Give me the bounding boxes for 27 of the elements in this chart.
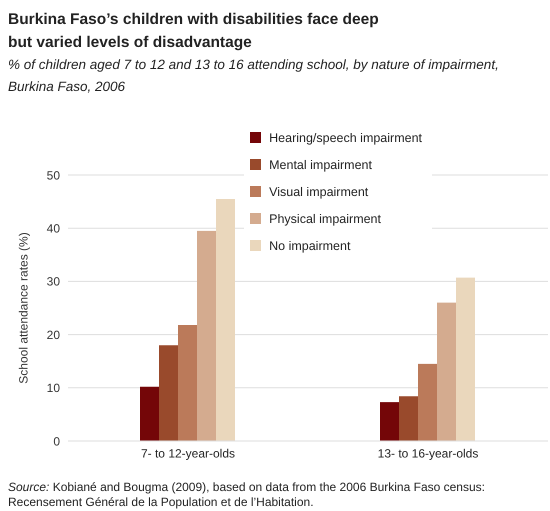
y-tick-label: 20	[46, 328, 60, 342]
bar	[437, 302, 456, 441]
chart-subtitle: % of children aged 7 to 12 and 13 to 16 attending school, by nature of impairment, Burkina Faso, 2006	[8, 56, 500, 96]
bar	[159, 345, 178, 441]
legend-label: No impairment	[269, 238, 350, 252]
y-tick-label: 30	[46, 274, 60, 289]
y-tick-label: 0	[53, 434, 60, 448]
y-tick-label: 10	[46, 381, 60, 396]
bar	[216, 198, 235, 441]
chart-title: Burkina Faso’s children with disabilities face deep but varied levels of disadvantage	[8, 10, 380, 53]
x-tick-label: 7- to 12-year-olds	[140, 446, 236, 461]
bar	[418, 364, 437, 441]
source-note: Source: Kobiané and Bougma (2009), based on data from the 2006 Burkina Faso census: Recensement Général de la Population et de l’Habitation.	[8, 480, 485, 509]
bar	[178, 325, 197, 441]
legend-label: Hearing/speech impairment	[269, 130, 422, 144]
legend-label: Physical impairment	[269, 212, 381, 226]
legend-label: Visual impairment	[269, 184, 368, 198]
x-tick-label: 13- to 16-year-olds	[378, 446, 478, 461]
bar	[197, 230, 216, 441]
bar	[140, 386, 159, 441]
bar	[380, 402, 399, 441]
y-tick-label: 50	[46, 168, 60, 182]
y-axis-title: School attendance rates (%)	[16, 232, 30, 384]
legend-label: Mental impairment	[269, 158, 372, 172]
bar	[399, 396, 418, 441]
bar	[456, 278, 475, 441]
y-tick-label: 40	[46, 221, 60, 236]
